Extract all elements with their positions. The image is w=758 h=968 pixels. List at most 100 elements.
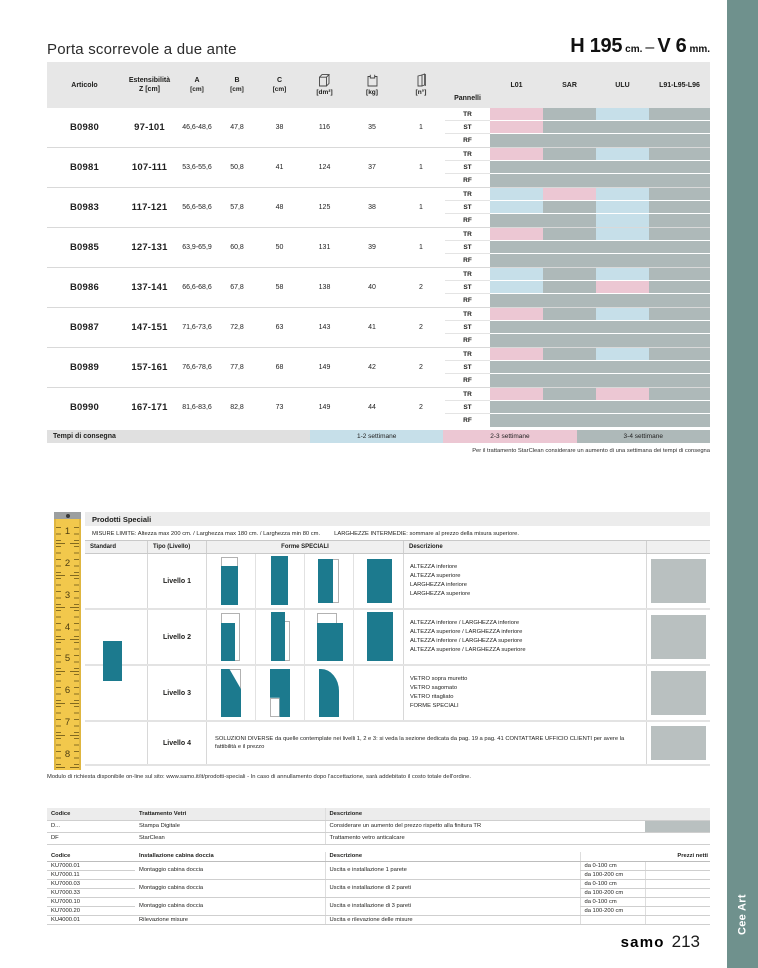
price-cell [644, 897, 710, 907]
finish-availability-cell [490, 388, 543, 401]
shape-hu-wl-icon [265, 612, 295, 662]
price-cell [644, 870, 710, 880]
articolo-value: B0983 [70, 202, 99, 213]
finish-availability-cell [649, 374, 710, 387]
panel-type-label: TR [445, 348, 490, 361]
col-finish-ulu: ULU [615, 81, 630, 89]
panel-subrow: ST [445, 321, 710, 334]
descrizione-value: Uscita e rilevazione delle misure [324, 915, 580, 925]
panel-type-label: ST [445, 321, 490, 334]
brand-logo: samo [620, 934, 665, 951]
price-placeholder [651, 726, 706, 760]
finish-availability-cell [490, 148, 543, 161]
col-standard: Standard [85, 541, 148, 553]
col-c: C [cm] [272, 77, 287, 93]
shape-slanted-glass-icon [216, 668, 246, 718]
finish-availability-cell [543, 108, 596, 121]
b-value: 77,8 [230, 364, 244, 371]
finish-availability-cell [649, 108, 710, 121]
a-value: 81,6-83,6 [182, 404, 212, 411]
level-2-row: Livello 2 ALTEZZA inferiore / LARGHEZZA … [85, 610, 710, 666]
panel-subrow: TR [445, 348, 710, 361]
finish-availability-cell [490, 361, 543, 374]
finish-availability-cell [596, 281, 649, 294]
panel-type-label: ST [445, 401, 490, 414]
range-value: da 0-100 cm [579, 879, 645, 889]
b-value: 82,8 [230, 404, 244, 411]
panel-subrow: ST [445, 161, 710, 174]
volume-value: 116 [318, 124, 331, 131]
finish-availability-cell [649, 268, 710, 281]
codice-value: KU7000.20 [47, 906, 135, 916]
finish-availability-cell [543, 321, 596, 334]
c-value: 41 [275, 164, 284, 171]
order-form-note: Modulo di richiesta disponibile on-line … [47, 774, 472, 780]
level-2-descriptions: ALTEZZA inferiore / LARGHEZZA inferiore … [404, 610, 647, 664]
finish-availability-cell [490, 268, 543, 281]
c-value: 48 [275, 204, 284, 211]
measuring-tape-icon: 1 2 3 4 5 6 7 8 [54, 512, 81, 770]
codice-value: KU7000.11 [47, 870, 135, 880]
panels-value: 2 [419, 404, 423, 411]
finish-availability-cell [596, 201, 649, 214]
price-placeholder [651, 671, 706, 715]
starclean-note: Per il trattamento StarClean considerare… [472, 448, 710, 454]
panel-subrow: TR [445, 388, 710, 401]
panel-type-label: RF [463, 217, 472, 224]
products-table-header: Articolo Estensibilità Z [cm] A [cm] B [cm… [47, 62, 710, 108]
codice-header: Codice [47, 852, 135, 862]
col-articolo: Articolo [71, 81, 98, 89]
panel-subrow: RF [445, 294, 710, 307]
finish-availability-cell [649, 281, 710, 294]
estensibilita-value: 97-101 [134, 122, 165, 133]
panel-subrow: TR [445, 308, 710, 321]
finish-availability-cell [543, 348, 596, 361]
product-row: B0989 157-161 76,6-78,6 77,8 68 149 42 2… [47, 347, 710, 387]
finish-availability-cell [596, 401, 649, 414]
finish-availability-cell [543, 134, 596, 147]
articolo-value: B0990 [70, 402, 99, 413]
shape-height-lower-icon [216, 556, 246, 606]
volume-value: 124 [318, 164, 331, 171]
finish-availability-cell [490, 401, 543, 414]
legend-item-1-2: 1-2 settimane [310, 430, 444, 443]
shape-hl-wl-icon [216, 612, 246, 662]
level-4-label: Livello 4 [148, 722, 207, 764]
articolo-value: B0981 [70, 162, 99, 173]
finish-availability-cell [649, 121, 710, 134]
panel-subrows: TR ST RF [445, 348, 710, 387]
panel-subrow: RF [445, 214, 710, 227]
descrizione-value: Trattamento vetro anticalcare [324, 832, 645, 845]
panel-subrows: TR ST RF [445, 108, 710, 147]
finish-availability-cell [490, 374, 543, 387]
finish-availability-cell [490, 348, 543, 361]
finish-availability-cell [649, 201, 710, 214]
price-cell [644, 861, 710, 871]
range-value [579, 915, 645, 925]
weight-value: 40 [368, 284, 376, 291]
price-cell [644, 915, 710, 925]
finish-availability-cell [596, 188, 649, 201]
col-a: A [cm] [190, 77, 204, 93]
table-row: KU7000.01 Montaggio cabina doccia Uscita… [47, 861, 710, 880]
glass-spec: V 6 [657, 35, 687, 57]
descrizione-value: Uscita e installazione di 3 pareti [324, 897, 580, 916]
finish-availability-cell [596, 294, 649, 307]
installation-table: Codice Installazione cabina doccia Descr… [47, 852, 710, 925]
finish-availability-cell [596, 108, 649, 121]
finish-availability-cell [543, 201, 596, 214]
shape-curved-glass-icon [314, 668, 344, 718]
finish-availability-cell [490, 294, 543, 307]
finish-availability-cell [596, 214, 649, 227]
estensibilita-value: 117-121 [131, 202, 168, 213]
table-row: DF StarClean Trattamento vetro anticalca… [47, 832, 710, 845]
panel-subrow: TR [445, 228, 710, 241]
col-price-empty [647, 541, 710, 553]
finish-availability-cell [543, 401, 596, 414]
col-panels: [n°] [397, 62, 445, 108]
ruler-number: 2 [64, 558, 71, 570]
installazione-header: Installazione cabina doccia [135, 852, 325, 862]
trattamento-value: StarClean [135, 832, 325, 845]
ruler-number: 8 [64, 748, 71, 760]
descrizione-value: Considerare un aumento del prezzo rispet… [324, 820, 645, 833]
